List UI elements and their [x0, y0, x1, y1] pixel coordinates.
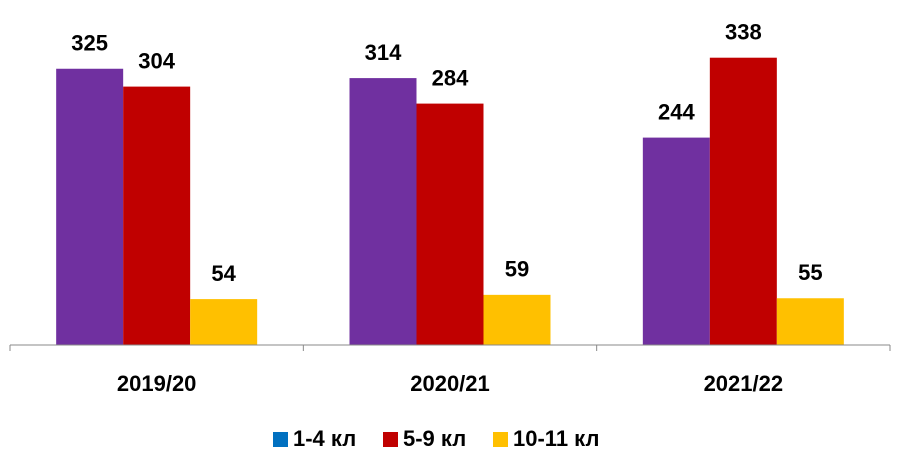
value-label: 54 — [211, 261, 236, 286]
bar — [776, 298, 844, 345]
legend-swatch — [383, 432, 398, 447]
legend-label: 5-9 кл — [403, 426, 466, 451]
bar — [642, 137, 710, 345]
value-label: 55 — [798, 260, 822, 285]
bar — [56, 68, 124, 345]
legend-swatch — [273, 432, 288, 447]
bar — [349, 78, 417, 345]
legend-label: 10-11 кл — [513, 426, 599, 451]
bar — [190, 299, 258, 345]
legend-label: 1-4 кл — [293, 426, 356, 451]
value-label: 244 — [658, 99, 695, 124]
value-label: 338 — [725, 20, 762, 45]
value-label: 314 — [365, 40, 402, 65]
value-label: 59 — [505, 257, 529, 282]
value-label: 284 — [432, 65, 469, 90]
bar — [123, 86, 191, 345]
bar — [416, 103, 484, 345]
value-label: 304 — [138, 48, 175, 73]
bar — [709, 57, 777, 345]
legend-swatch — [493, 432, 508, 447]
x-tick-label: 2020/21 — [410, 371, 490, 396]
bar — [483, 294, 551, 345]
value-label: 325 — [71, 31, 108, 56]
x-tick-label: 2021/22 — [704, 371, 784, 396]
x-tick-label: 2019/20 — [117, 371, 197, 396]
